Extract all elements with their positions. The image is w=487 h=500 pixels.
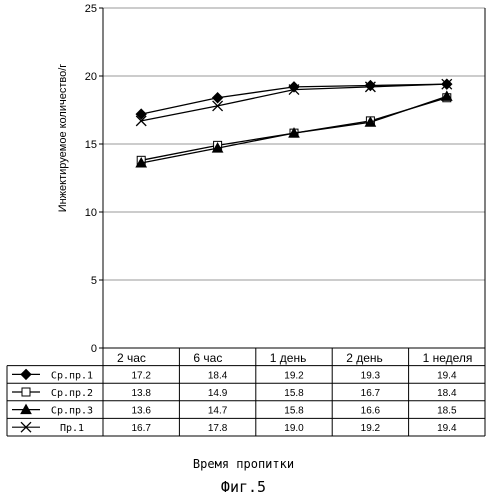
table-cell: 19.3 bbox=[361, 370, 381, 381]
marker-x bbox=[20, 421, 32, 433]
marker-x bbox=[135, 115, 147, 127]
series-layer bbox=[135, 78, 453, 168]
label-layer: 0 5 10 15 20 25 Инжектируемое количество/г bbox=[57, 3, 97, 355]
marker-x bbox=[364, 81, 376, 93]
x-axis-label: Время пропитки bbox=[192, 457, 295, 471]
category-label: 2 час bbox=[117, 351, 146, 365]
table-cell: 19.4 bbox=[437, 423, 457, 434]
table-cell: 19.2 bbox=[284, 370, 304, 381]
marker-x bbox=[441, 78, 453, 90]
axes-layer bbox=[99, 7, 486, 349]
table-cell: 13.8 bbox=[131, 388, 151, 399]
table-cell: 17.8 bbox=[208, 423, 228, 434]
table-cell: 15.8 bbox=[284, 388, 304, 399]
table-cell: 18.4 bbox=[437, 388, 457, 399]
series-3 bbox=[135, 90, 453, 168]
table-cell: 14.9 bbox=[208, 388, 228, 399]
legend-label: Пр.1 bbox=[60, 423, 84, 434]
table-cell: 15.8 bbox=[284, 406, 304, 417]
table-cell: 16.7 bbox=[361, 388, 381, 399]
marker-triangle bbox=[440, 90, 453, 101]
marker-x-stroke bbox=[288, 84, 300, 96]
marker-triangle bbox=[135, 157, 148, 168]
legend-label: Ср.пр.3 bbox=[51, 406, 93, 417]
y-tick-label: 20 bbox=[85, 71, 97, 83]
marker-x-stroke bbox=[441, 78, 453, 90]
y-tick-label: 15 bbox=[85, 139, 97, 151]
marker-x bbox=[288, 84, 300, 96]
marker-square bbox=[21, 387, 31, 397]
figure-caption: Фиг.5 bbox=[220, 478, 267, 496]
y-tick-label: 10 bbox=[85, 207, 97, 219]
table-row: Пр.1 16.7 17.8 19.0 19.2 19.4 bbox=[12, 421, 457, 434]
table-cell: 16.7 bbox=[131, 423, 151, 434]
category-label: 1 день bbox=[270, 351, 307, 365]
marker-x-stroke bbox=[135, 115, 147, 127]
table-cell: 18.4 bbox=[208, 370, 228, 381]
table-cell: 18.5 bbox=[437, 406, 457, 417]
y-tick-label: 0 bbox=[91, 343, 97, 355]
marker-diamond bbox=[20, 368, 32, 381]
marker-diamond bbox=[364, 79, 377, 92]
marker-triangle bbox=[364, 116, 377, 127]
data-table: 2 час 6 час 1 день 2 день 1 неделя Ср.пр.1 17.… bbox=[6, 347, 486, 437]
table-row: Ср.пр.1 17.2 18.4 19.2 19.3 19.4 bbox=[12, 368, 457, 381]
marker-triangle bbox=[20, 403, 32, 415]
table-row: Ср.пр.3 13.6 14.7 15.8 16.6 18.5 bbox=[12, 403, 457, 417]
legend-label: Ср.пр.2 bbox=[51, 388, 93, 399]
table-row: Ср.пр.2 13.8 14.9 15.8 16.7 18.4 bbox=[12, 387, 457, 399]
y-tick-label: 5 bbox=[91, 275, 97, 287]
marker-x-stroke bbox=[20, 421, 32, 433]
marker-diamond bbox=[135, 108, 147, 120]
table-cell: 16.6 bbox=[361, 406, 381, 417]
marker-x bbox=[212, 100, 224, 112]
marker-x-stroke bbox=[212, 100, 224, 112]
series-4 bbox=[135, 78, 453, 127]
y-axis-label: Инжектируемое количество/г bbox=[57, 64, 69, 213]
category-label: 2 день bbox=[346, 351, 383, 365]
category-label: 1 неделя bbox=[423, 351, 473, 365]
marker-triangle bbox=[288, 127, 300, 138]
table-cell: 19.4 bbox=[437, 370, 457, 381]
grid-layer bbox=[103, 7, 485, 281]
y-tick-label: 25 bbox=[85, 3, 97, 15]
table-cell: 17.2 bbox=[131, 370, 151, 381]
category-label: 6 час bbox=[193, 351, 222, 365]
marker-triangle bbox=[211, 142, 224, 153]
legend-label: Ср.пр.1 bbox=[51, 370, 93, 381]
table-cell: 19.2 bbox=[361, 423, 381, 434]
marker-x-stroke bbox=[364, 81, 376, 93]
marker-diamond bbox=[211, 92, 224, 104]
table-cell: 13.6 bbox=[131, 406, 151, 417]
table-cell: 19.0 bbox=[284, 423, 304, 434]
table-cell: 14.7 bbox=[208, 406, 228, 417]
